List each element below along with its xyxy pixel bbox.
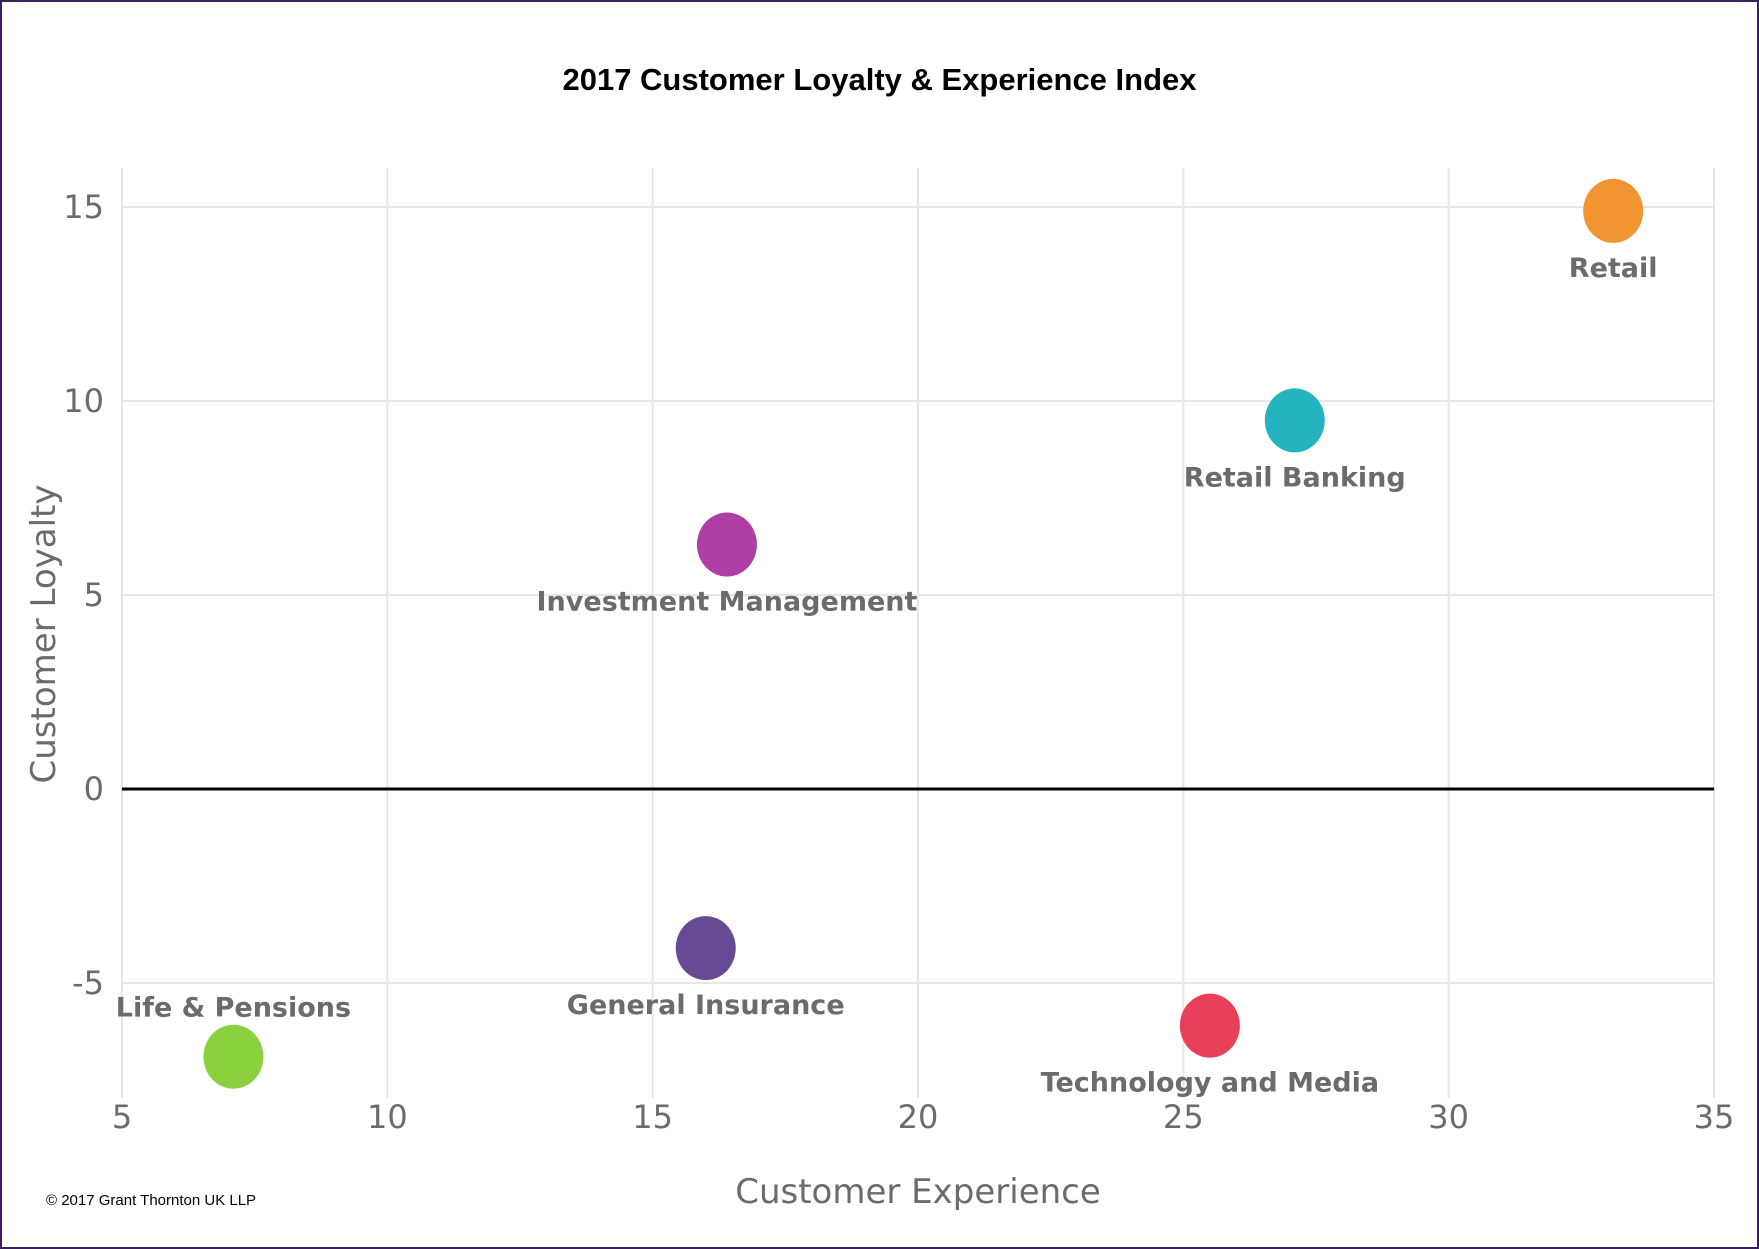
data-point-label: Investment Management xyxy=(537,587,918,618)
chart-title: 2017 Customer Loyalty & Experience Index xyxy=(562,62,1197,97)
y-tick-label: -5 xyxy=(72,964,104,1002)
x-tick-label: 20 xyxy=(898,1098,939,1136)
x-tick-label: 35 xyxy=(1694,1098,1735,1136)
y-tick-label: 15 xyxy=(63,188,104,226)
data-point-label: Retail Banking xyxy=(1184,462,1406,493)
y-tick-label: 0 xyxy=(84,770,104,808)
copyright-text: © 2017 Grant Thornton UK LLP xyxy=(46,1192,257,1209)
x-tick-label: 30 xyxy=(1428,1098,1469,1136)
y-tick-label: 5 xyxy=(84,576,104,614)
data-point xyxy=(1264,388,1325,453)
data-point-label: Life & Pensions xyxy=(116,993,351,1024)
y-axis-title: Customer Loyalty xyxy=(24,485,64,784)
axes: 5 10 15 20 25 30 35 15 10 5 0 -5 xyxy=(63,188,1734,1136)
data-point xyxy=(696,512,757,577)
data-point-label: General Insurance xyxy=(567,990,845,1021)
x-axis-title: Customer Experience xyxy=(735,1172,1101,1212)
x-tick-label: 5 xyxy=(112,1098,132,1136)
data-point xyxy=(1179,993,1240,1058)
gridlines xyxy=(121,168,1715,1098)
data-points: Retail Retail Banking Investment Managemen… xyxy=(116,178,1658,1099)
data-point xyxy=(203,1024,264,1089)
data-point-label: Retail xyxy=(1569,253,1658,284)
y-tick-label: 10 xyxy=(63,382,104,420)
x-tick-label: 10 xyxy=(367,1098,408,1136)
x-tick-label: 15 xyxy=(632,1098,673,1136)
data-point xyxy=(1583,178,1644,243)
data-point-label: Technology and Media xyxy=(1041,1068,1379,1099)
data-point xyxy=(675,916,736,981)
x-tick-label: 25 xyxy=(1163,1098,1204,1136)
